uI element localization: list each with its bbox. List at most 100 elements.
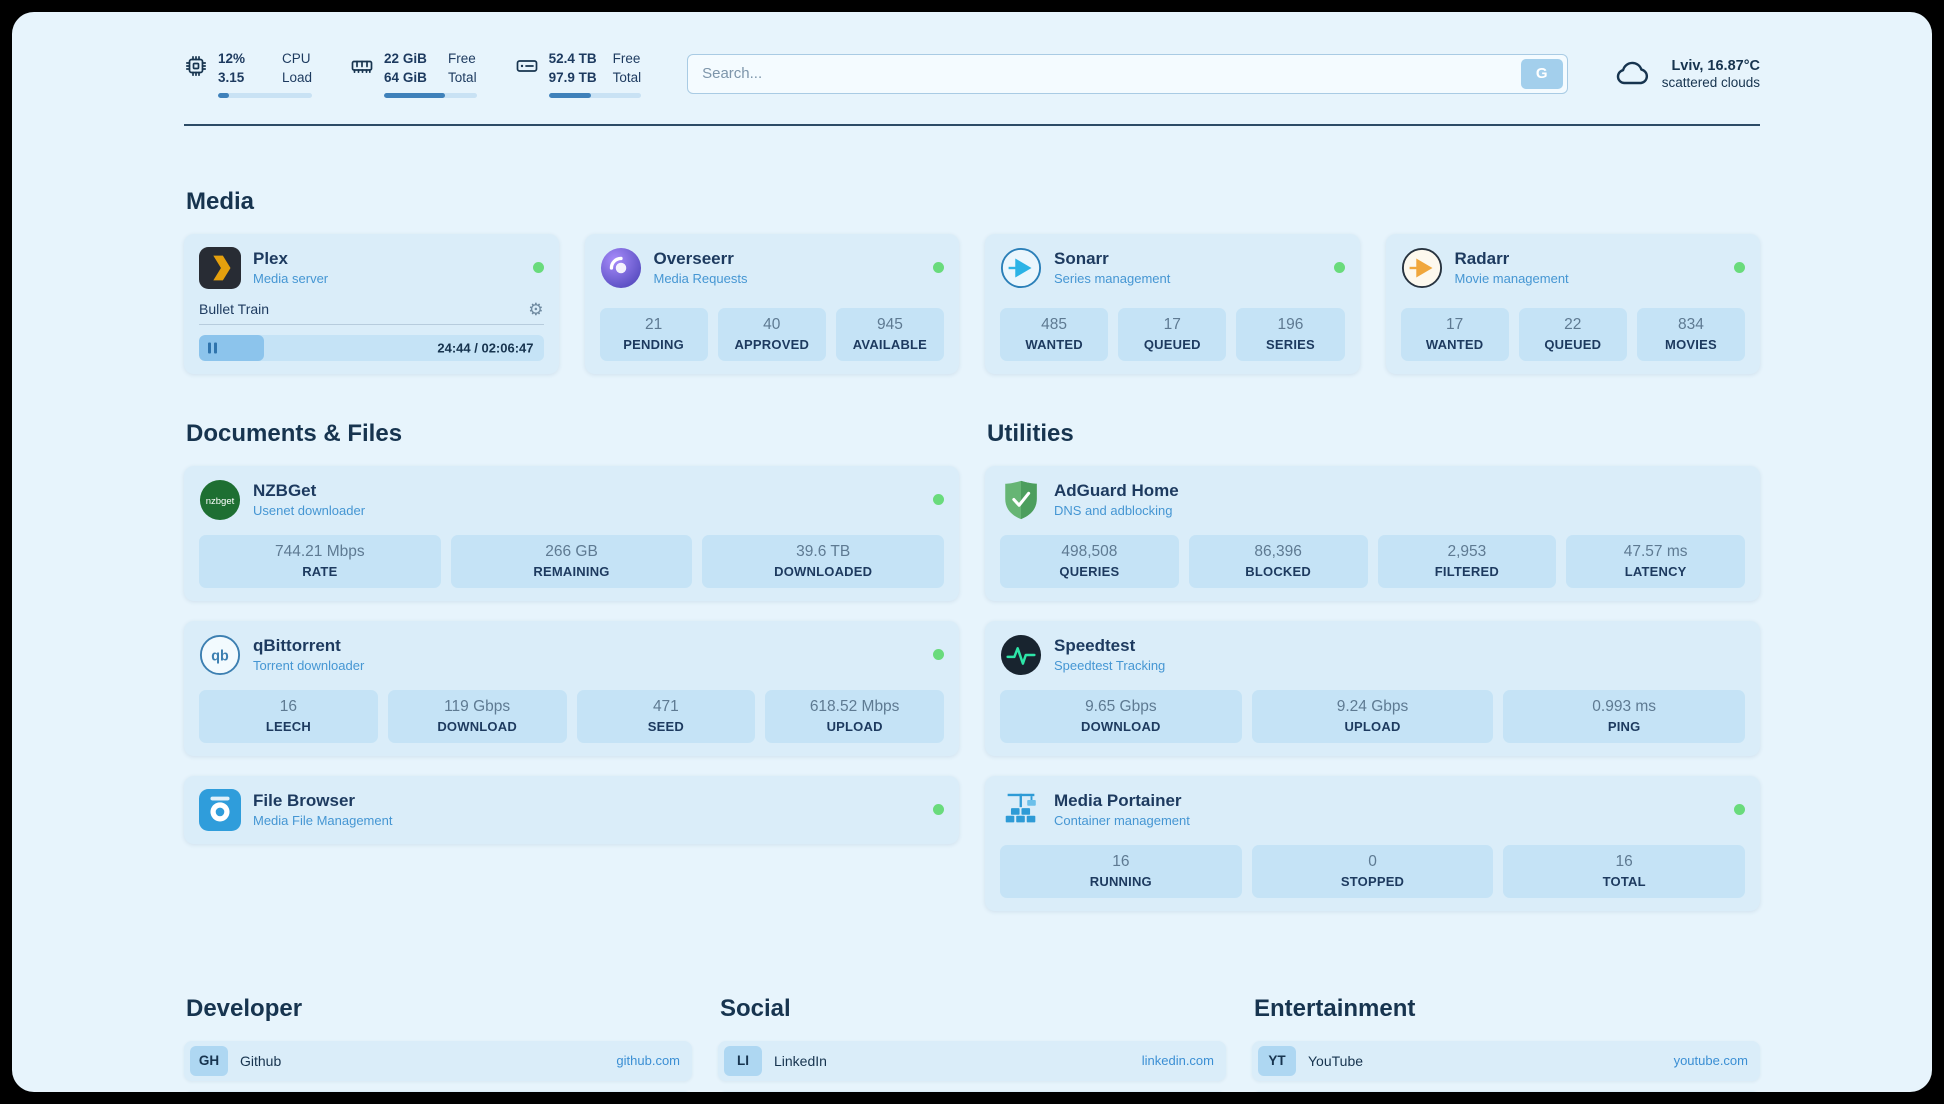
adguard-card[interactable]: AdGuard Home DNS and adblocking 498,508 Q… [985,465,1760,601]
plex-card[interactable]: Plex Media server Bullet Train ⚙ 24:44 /… [184,233,559,374]
stat-label: TOTAL [1602,873,1646,889]
plex-progress-bar[interactable]: 24:44 / 02:06:47 [199,334,544,361]
search-input[interactable] [687,53,1568,94]
stat-value: 17 [1163,315,1181,333]
stat-tile: 945 AVAILABLE [835,307,945,361]
stat-tile: 40 APPROVED [717,307,826,361]
app-subtitle: Speedtest Tracking [1054,658,1166,674]
app-subtitle: Container management [1054,813,1190,829]
stat-label: LATENCY [1624,563,1687,579]
stat-tile: 2,953 FILTERED [1377,534,1557,588]
svg-text:nzbget: nzbget [206,496,235,507]
bookmark-twitter[interactable]: TWTwittertwitter.com [718,1090,1226,1092]
bookmark-url: github.com [616,1053,680,1069]
disk-total-label: Total [612,69,642,85]
bookmark-abbr: GH [190,1045,228,1076]
stat-tile: 618.52 Mbps UPLOAD [765,689,944,743]
bookmark-group-developer: Developer GH Github github.com SOStackOverf… [184,995,692,1092]
radarr-card[interactable]: Radarr Movie management 17 WANTED 22 QUEUED… [1385,233,1760,374]
stat-tile: 0.993 ms PING [1503,689,1746,743]
utilities-column: Utilities AdGuard Home DNS and adblockin… [985,420,1760,911]
stat-label: WANTED [1425,336,1484,352]
nzbget-icon: nzbget [199,479,241,521]
bookmark-stackoverflow[interactable]: SOStackOverflowstackoverflow.com [184,1090,692,1092]
adguard-icon [1000,479,1042,521]
stat-label: PENDING [623,336,684,352]
stat-value: 16 [279,697,297,715]
qbittorrent-icon: qb [199,634,241,676]
playback-time: 24:44 / 02:06:47 [437,340,534,356]
documents-column: Documents & Files nzbget NZBGet Usenet d… [184,420,959,911]
app-subtitle: DNS and adblocking [1054,503,1173,519]
stat-value: 471 [652,697,679,715]
cpu-progress-bar [218,92,313,98]
bookmark-github[interactable]: GH Github github.com [184,1040,692,1081]
weather-widget[interactable]: Lviv, 16.87°C scattered clouds [1614,58,1760,90]
stat-label: QUEUED [1544,336,1602,352]
gear-icon[interactable]: ⚙ [528,299,544,319]
app-title: Plex [253,249,288,269]
status-dot [933,262,944,274]
stat-label: PING [1607,718,1641,734]
disk-free-label: Free [612,51,641,66]
stat-value: 16 [1112,852,1130,870]
stat-value: 498,508 [1061,542,1118,560]
stat-value: 16 [1615,852,1633,870]
portainer-card[interactable]: Media Portainer Container management 16 R… [985,775,1760,911]
cpu-usage-value: 12% [218,51,246,66]
status-dot [933,804,944,816]
section-title-media: Media [186,187,255,215]
bookmark-linkedin[interactable]: LI LinkedIn linkedin.com [718,1040,1226,1081]
stat-value: 9.24 Gbps [1336,697,1409,715]
stat-tile: 744.21 Mbps RATE [199,534,441,588]
disk-progress-bar [548,92,642,98]
overseerr-card[interactable]: Overseerr Media Requests 21 PENDING 40 APPR… [584,233,959,374]
stat-label: SERIES [1265,336,1315,352]
bookmark-list: YT YouTube youtube.com NFNetflixnetflix.com… [1252,1040,1760,1092]
status-dot [933,649,944,661]
bookmark-group-entertainment: Entertainment YT YouTube youtube.com NFNetf… [1252,995,1760,1092]
bookmark-netflix[interactable]: NFNetflixnetflix.com [1252,1090,1760,1092]
pause-icon[interactable] [208,342,217,354]
ram-progress-fill [384,92,446,98]
stat-value: 40 [763,315,781,333]
plex-now-playing-row: Bullet Train ⚙ [199,301,544,325]
radarr-stats: 17 WANTED 22 QUEUED 834 MOVIES [1400,294,1746,361]
stat-tile: 16 RUNNING [1000,844,1242,898]
dashboard-panel: 12% 3.15 CPU Load [12,12,1932,1092]
nzbget-card[interactable]: nzbget NZBGet Usenet downloader 744.21 M… [184,465,959,601]
cpu-progress-fill [218,92,230,98]
stat-value: 119 Gbps [444,697,511,715]
cpu-usage-label: CPU [282,51,311,66]
status-dot [532,262,544,274]
qbittorrent-card[interactable]: qb qBittorrent Torrent downloader 16 LEEC… [184,620,959,756]
cpu-load-label: Load [282,69,313,85]
speedtest-card[interactable]: Speedtest Speedtest Tracking 9.65 Gbps DO… [985,620,1760,756]
bookmark-youtube[interactable]: YT YouTube youtube.com [1252,1040,1760,1081]
stat-value: 945 [876,315,903,333]
bookmark-name: YouTube [1308,1052,1364,1069]
app-title: Overseerr [653,249,734,269]
stat-value: 86,396 [1254,542,1302,560]
cpu-chip-icon [184,50,208,78]
app-title: qBittorrent [253,636,341,656]
speedtest-icon [1000,634,1042,676]
stat-tile: 266 GB REMAINING [450,534,693,588]
topbar: 12% 3.15 CPU Load [184,50,1760,98]
app-subtitle: Media Requests [653,271,748,287]
disk-total-value: 97.9 TB [548,69,597,85]
sonarr-card[interactable]: Sonarr Series management 485 WANTED 17 QUEU… [985,233,1360,374]
stat-tile: 9.65 Gbps DOWNLOAD [1000,689,1242,743]
stat-tile: 485 WANTED [1000,307,1109,361]
portainer-stats: 16 RUNNING 0 STOPPED 16 TOTAL [1000,831,1746,898]
filebrowser-card[interactable]: File Browser Media File Management [184,775,959,844]
stat-value: 266 GB [545,542,598,560]
search-engine-button[interactable]: G [1520,58,1563,89]
bookmark-name: Github [240,1052,282,1069]
svg-text:qb: qb [211,648,229,664]
stat-tile: 47.57 ms LATENCY [1566,534,1745,588]
stat-label: QUERIES [1059,563,1120,579]
stat-tile: 17 QUEUED [1118,307,1227,361]
stat-label: RUNNING [1089,873,1152,889]
app-subtitle: Usenet downloader [253,503,366,519]
